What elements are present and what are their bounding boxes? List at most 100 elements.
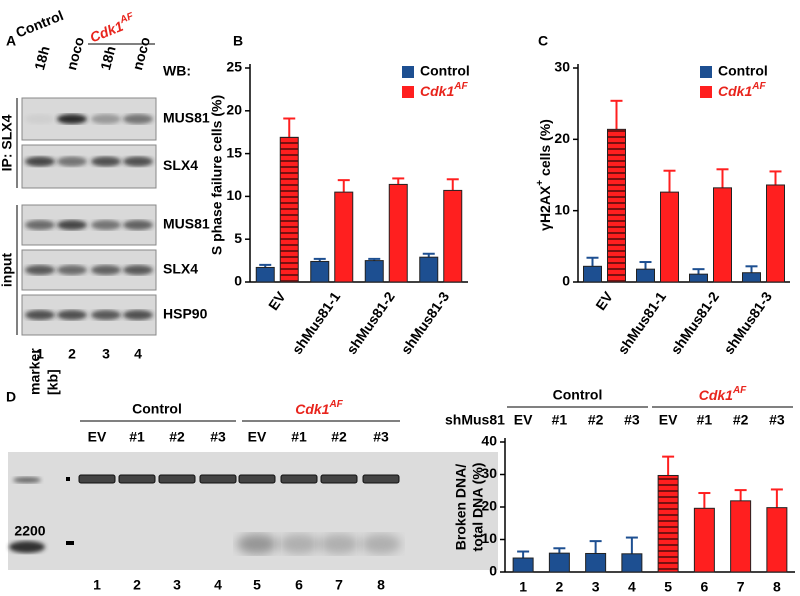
lane-number: 1 — [36, 346, 44, 362]
dot — [66, 477, 70, 481]
gel-well — [199, 474, 237, 484]
western-blots — [21, 97, 157, 336]
lane-number: 2 — [133, 577, 141, 593]
y-tick-label: 30 — [554, 59, 570, 75]
lane-label: 18h — [31, 44, 53, 71]
legend-swatch — [700, 86, 712, 98]
y-tick-label: 25 — [226, 59, 242, 75]
band — [123, 220, 153, 230]
x-tick-label: 5 — [664, 579, 672, 595]
band — [91, 156, 121, 167]
band — [57, 114, 87, 124]
legend-label-main: Cdk1 — [718, 83, 752, 99]
lane-number: 6 — [295, 577, 303, 593]
gel-well — [118, 474, 156, 484]
category-sublabel: #2 — [588, 412, 604, 428]
lane-label: #1 — [291, 429, 307, 445]
band — [123, 265, 153, 275]
band — [91, 310, 121, 320]
legend-swatch — [402, 66, 414, 78]
lane-number: 4 — [134, 346, 142, 362]
band — [123, 310, 153, 320]
lane-number: 1 — [93, 577, 101, 593]
smear — [319, 534, 359, 554]
group-label: Control — [553, 387, 603, 403]
group-label: Cdk1AF — [699, 385, 747, 403]
lane-label: EV — [248, 429, 267, 445]
category-sublabel: #2 — [733, 412, 749, 428]
category-sublabel: #1 — [552, 412, 568, 428]
y-tick-label: 20 — [554, 130, 570, 146]
category-sublabel: EV — [514, 412, 533, 428]
band — [57, 156, 87, 167]
bar — [388, 183, 408, 283]
x-tick-label: 6 — [700, 579, 708, 595]
group-label-sup: AF — [732, 385, 747, 396]
bar — [548, 552, 570, 573]
bar — [742, 272, 761, 283]
gel-well — [362, 474, 400, 484]
x-tick-label: shMus81-2 — [343, 288, 398, 357]
x-tick-label: 2 — [555, 579, 563, 595]
y-axis-label: total DNA (%) — [470, 463, 486, 552]
row-label: shMus81 — [445, 412, 505, 428]
x-tick-label: EV — [265, 288, 289, 313]
lane-number: 8 — [377, 577, 385, 593]
lane-number: 2 — [68, 346, 76, 362]
panel-letter: D — [6, 389, 16, 405]
group-label: Control — [13, 7, 65, 40]
y-axis-label-sup: + — [535, 180, 546, 186]
smear — [279, 534, 319, 554]
y-tick-label: 0 — [489, 563, 497, 579]
marker-band — [9, 541, 45, 553]
bar — [621, 553, 643, 573]
lane-label: #2 — [169, 429, 185, 445]
band — [91, 220, 121, 230]
lane-label: 18h — [97, 44, 119, 71]
group-label: Control — [132, 401, 182, 417]
legend-swatch — [402, 86, 414, 98]
legend-label: Control — [420, 63, 470, 79]
group-label-main: Cdk1 — [699, 387, 733, 403]
legend-swatch — [700, 66, 712, 78]
y-tick-label: 30 — [481, 465, 497, 481]
x-tick-label: 3 — [592, 579, 600, 595]
bar — [766, 184, 785, 283]
bar — [419, 256, 439, 283]
smear — [237, 534, 277, 554]
lane-number: 3 — [173, 577, 181, 593]
y-axis-label: γH2AX+ cells (%) — [535, 119, 553, 231]
band — [91, 114, 121, 124]
blot — [21, 144, 157, 189]
bar — [636, 268, 655, 283]
smear — [361, 534, 401, 554]
bar — [512, 557, 534, 573]
legend-label-sup: AF — [751, 81, 766, 92]
band — [57, 220, 87, 230]
gel-well — [280, 474, 318, 484]
blot-label: MUS81 — [163, 216, 210, 232]
gel-well — [320, 474, 358, 484]
legend-label: Cdk1AF — [718, 81, 766, 99]
bar — [255, 266, 275, 283]
marker-label: [kb] — [45, 369, 61, 395]
group-label: Cdk1AF — [87, 11, 139, 45]
band — [25, 114, 55, 124]
band — [25, 265, 55, 275]
panel-letter: A — [6, 33, 16, 49]
gel-well — [238, 474, 276, 484]
marker-size: 2200 — [14, 523, 45, 539]
bar — [583, 265, 602, 283]
blot-label: HSP90 — [163, 306, 208, 322]
lane-label: noco — [63, 35, 87, 71]
x-tick-label: shMus81-3 — [720, 288, 775, 357]
legend-label-main: Cdk1 — [420, 83, 454, 99]
y-tick-label: 40 — [481, 433, 497, 449]
bar — [689, 273, 708, 283]
lane-label: #1 — [129, 429, 145, 445]
lane-number: 5 — [253, 577, 261, 593]
x-tick-label: 4 — [628, 579, 636, 595]
wb-label: WB: — [163, 63, 191, 79]
bar — [334, 191, 354, 283]
